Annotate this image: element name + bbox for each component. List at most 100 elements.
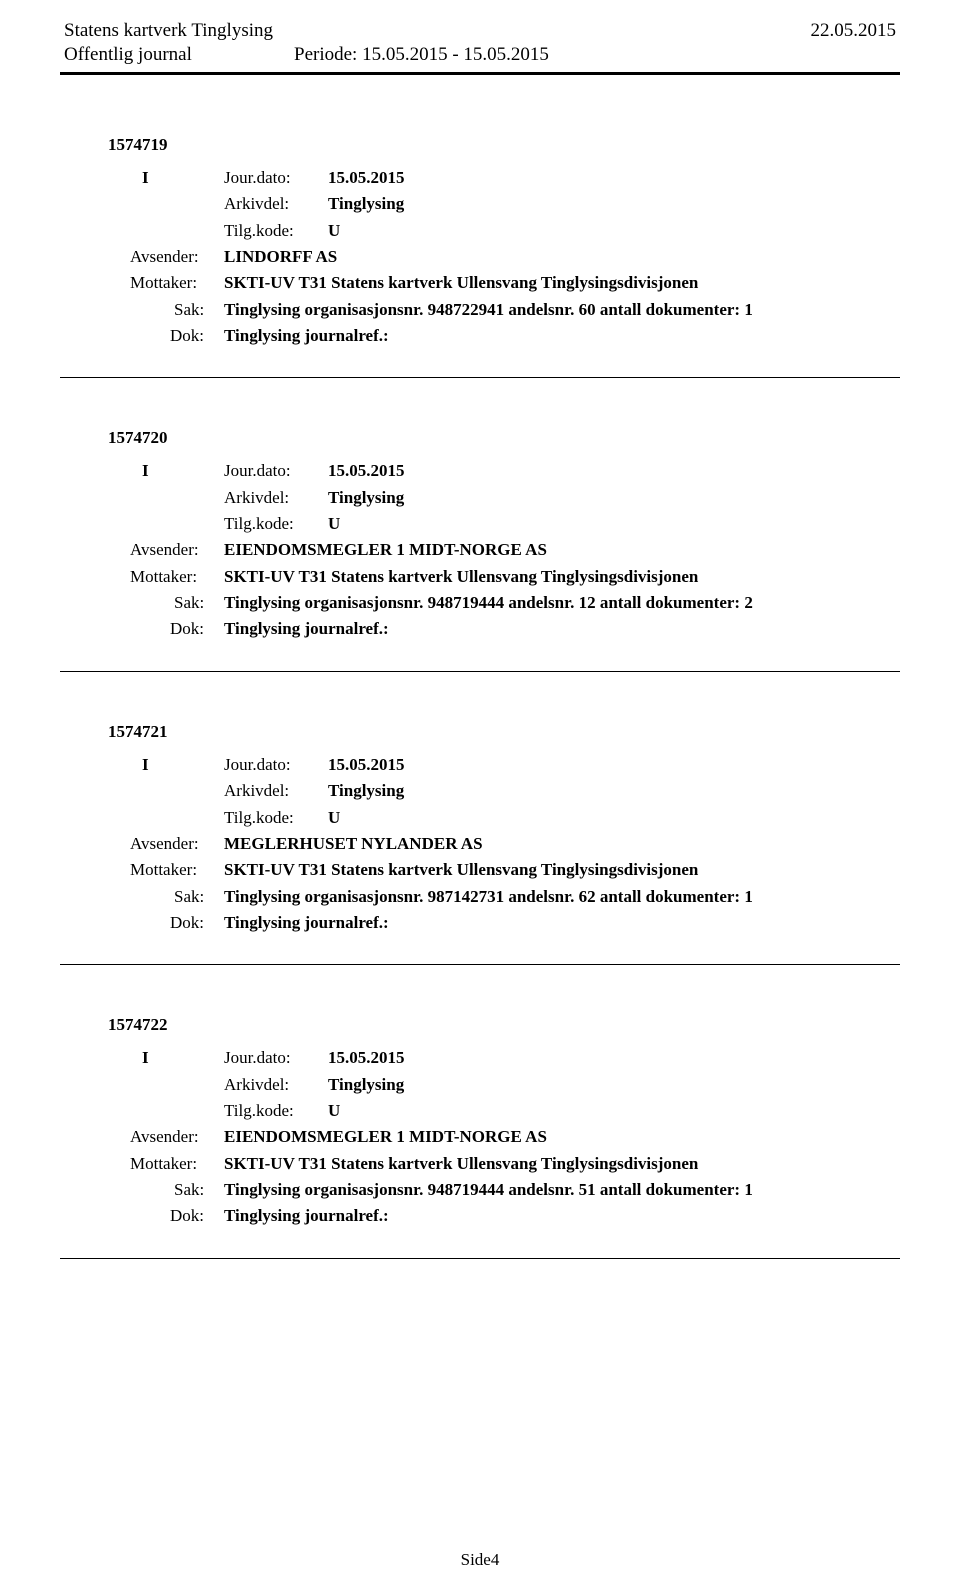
entry-rule: [60, 377, 900, 378]
tilg-label: Tilg.kode:: [224, 805, 328, 831]
tilg-label: Tilg.kode:: [224, 1098, 328, 1124]
avsender-label: Avsender:: [130, 244, 224, 270]
sak-value: Tinglysing organisasjonsnr. 948719444 an…: [224, 590, 753, 616]
jour-value: 15.05.2015: [328, 1045, 405, 1071]
entry-dok-row: Dok: Tinglysing journalref.:: [108, 616, 900, 642]
dok-value: Tinglysing journalref.:: [224, 1203, 389, 1229]
tilg-value: U: [328, 805, 340, 831]
entry-avsender-row: Avsender: MEGLERHUSET NYLANDER AS: [108, 831, 900, 857]
journal-entry: 1574721 I Jour.dato: 15.05.2015 Arkivdel…: [60, 722, 900, 965]
sak-label: Sak:: [174, 297, 224, 323]
entry-avsender-row: Avsender: EIENDOMSMEGLER 1 MIDT-NORGE AS: [108, 1124, 900, 1150]
entry-avsender-row: Avsender: LINDORFF AS: [108, 244, 900, 270]
sak-value: Tinglysing organisasjonsnr. 948722941 an…: [224, 297, 753, 323]
arkiv-value: Tinglysing: [328, 485, 404, 511]
entry-sak-row: Sak: Tinglysing organisasjonsnr. 9871427…: [108, 884, 900, 910]
arkiv-label: Arkivdel:: [224, 778, 328, 804]
entry-type: I: [142, 1045, 224, 1071]
entry-dok-row: Dok: Tinglysing journalref.:: [108, 910, 900, 936]
journal-entry: 1574719 I Jour.dato: 15.05.2015 Arkivdel…: [60, 135, 900, 378]
entry-sak-row: Sak: Tinglysing organisasjonsnr. 9487194…: [108, 590, 900, 616]
header-period: Periode: 15.05.2015 - 15.05.2015: [294, 44, 549, 66]
mottaker-value: SKTI-UV T31 Statens kartverk Ullensvang …: [224, 564, 698, 590]
avsender-label: Avsender:: [130, 1124, 224, 1150]
dok-label: Dok:: [170, 1203, 224, 1229]
tilg-label: Tilg.kode:: [224, 511, 328, 537]
entry-mottaker-row: Mottaker: SKTI-UV T31 Statens kartverk U…: [108, 270, 900, 296]
jour-value: 15.05.2015: [328, 458, 405, 484]
dok-label: Dok:: [170, 910, 224, 936]
entry-jour-row: I Jour.dato: 15.05.2015: [108, 1045, 900, 1071]
entry-sak-row: Sak: Tinglysing organisasjonsnr. 9487194…: [108, 1177, 900, 1203]
avsender-value: LINDORFF AS: [224, 244, 337, 270]
mottaker-label: Mottaker:: [130, 564, 224, 590]
avsender-value: EIENDOMSMEGLER 1 MIDT-NORGE AS: [224, 1124, 547, 1150]
entry-mottaker-row: Mottaker: SKTI-UV T31 Statens kartverk U…: [108, 857, 900, 883]
tilg-value: U: [328, 1098, 340, 1124]
dok-label: Dok:: [170, 616, 224, 642]
mottaker-label: Mottaker:: [130, 270, 224, 296]
jour-label: Jour.dato:: [224, 752, 328, 778]
entry-tilg-row: Tilg.kode: U: [108, 805, 900, 831]
entry-rule: [60, 671, 900, 672]
mottaker-label: Mottaker:: [130, 857, 224, 883]
entry-jour-row: I Jour.dato: 15.05.2015: [108, 458, 900, 484]
arkiv-label: Arkivdel:: [224, 191, 328, 217]
dok-value: Tinglysing journalref.:: [224, 323, 389, 349]
dok-value: Tinglysing journalref.:: [224, 910, 389, 936]
entry-dok-row: Dok: Tinglysing journalref.:: [108, 323, 900, 349]
entry-arkiv-row: Arkivdel: Tinglysing: [108, 778, 900, 804]
entry-sak-row: Sak: Tinglysing organisasjonsnr. 9487229…: [108, 297, 900, 323]
entry-id: 1574719: [108, 135, 900, 155]
sak-value: Tinglysing organisasjonsnr. 987142731 an…: [224, 884, 753, 910]
header-top: Statens kartverk Tinglysing 22.05.2015: [60, 20, 900, 42]
sak-label: Sak:: [174, 884, 224, 910]
tilg-value: U: [328, 511, 340, 537]
entry-tilg-row: Tilg.kode: U: [108, 1098, 900, 1124]
entry-arkiv-row: Arkivdel: Tinglysing: [108, 1072, 900, 1098]
jour-label: Jour.dato:: [224, 165, 328, 191]
mottaker-value: SKTI-UV T31 Statens kartverk Ullensvang …: [224, 1151, 698, 1177]
page-footer: Side4: [0, 1550, 960, 1570]
jour-value: 15.05.2015: [328, 165, 405, 191]
entry-jour-row: I Jour.dato: 15.05.2015: [108, 752, 900, 778]
arkiv-label: Arkivdel:: [224, 485, 328, 511]
header-rule: [60, 72, 900, 75]
jour-value: 15.05.2015: [328, 752, 405, 778]
avsender-label: Avsender:: [130, 831, 224, 857]
entry-type: I: [142, 752, 224, 778]
dok-label: Dok:: [170, 323, 224, 349]
arkiv-value: Tinglysing: [328, 191, 404, 217]
entry-tilg-row: Tilg.kode: U: [108, 218, 900, 244]
entry-arkiv-row: Arkivdel: Tinglysing: [108, 191, 900, 217]
entry-jour-row: I Jour.dato: 15.05.2015: [108, 165, 900, 191]
sak-value: Tinglysing organisasjonsnr. 948719444 an…: [224, 1177, 753, 1203]
entry-mottaker-row: Mottaker: SKTI-UV T31 Statens kartverk U…: [108, 1151, 900, 1177]
journal-entry: 1574722 I Jour.dato: 15.05.2015 Arkivdel…: [60, 1015, 900, 1258]
avsender-label: Avsender:: [130, 537, 224, 563]
entry-type: I: [142, 165, 224, 191]
entry-type: I: [142, 458, 224, 484]
sak-label: Sak:: [174, 590, 224, 616]
mottaker-value: SKTI-UV T31 Statens kartverk Ullensvang …: [224, 857, 698, 883]
header-org: Statens kartverk Tinglysing: [64, 20, 273, 42]
sak-label: Sak:: [174, 1177, 224, 1203]
entry-id: 1574722: [108, 1015, 900, 1035]
entry-mottaker-row: Mottaker: SKTI-UV T31 Statens kartverk U…: [108, 564, 900, 590]
arkiv-label: Arkivdel:: [224, 1072, 328, 1098]
journal-entry: 1574720 I Jour.dato: 15.05.2015 Arkivdel…: [60, 428, 900, 671]
jour-label: Jour.dato:: [224, 1045, 328, 1071]
header-date: 22.05.2015: [811, 20, 897, 42]
entry-arkiv-row: Arkivdel: Tinglysing: [108, 485, 900, 511]
page-number: Side4: [461, 1550, 500, 1569]
entry-tilg-row: Tilg.kode: U: [108, 511, 900, 537]
header-journal: Offentlig journal: [64, 44, 294, 66]
arkiv-value: Tinglysing: [328, 1072, 404, 1098]
dok-value: Tinglysing journalref.:: [224, 616, 389, 642]
arkiv-value: Tinglysing: [328, 778, 404, 804]
avsender-value: MEGLERHUSET NYLANDER AS: [224, 831, 483, 857]
jour-label: Jour.dato:: [224, 458, 328, 484]
avsender-value: EIENDOMSMEGLER 1 MIDT-NORGE AS: [224, 537, 547, 563]
tilg-value: U: [328, 218, 340, 244]
tilg-label: Tilg.kode:: [224, 218, 328, 244]
